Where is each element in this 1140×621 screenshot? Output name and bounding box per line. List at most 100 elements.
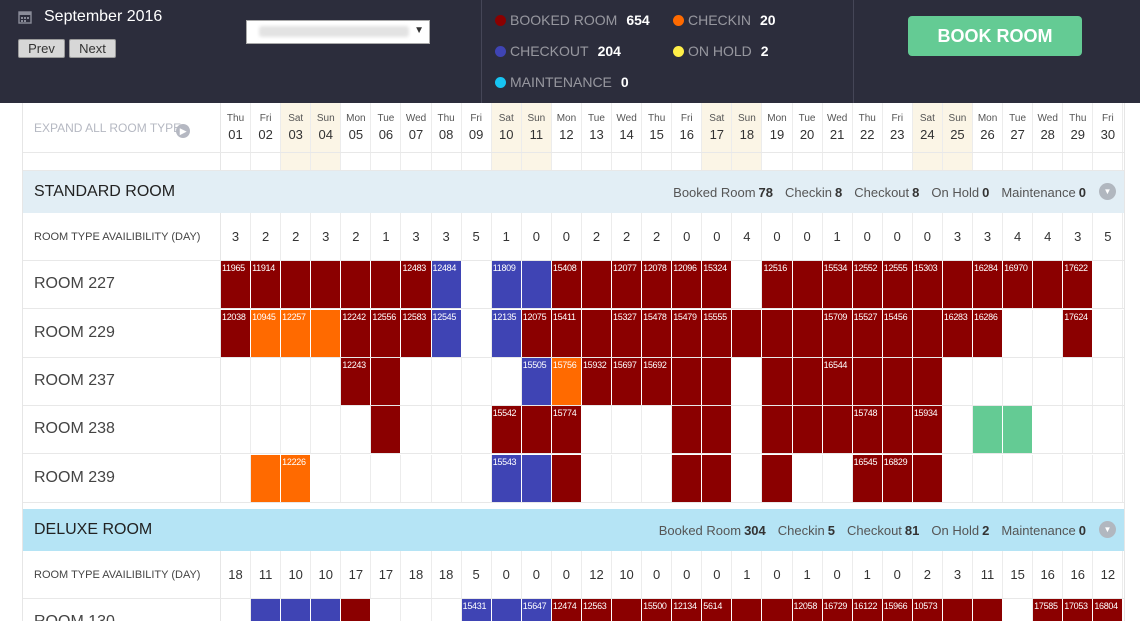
empty-day-cell[interactable] (221, 406, 252, 453)
booking-cell-booked[interactable]: 12516 (762, 261, 793, 308)
empty-day-cell[interactable] (1093, 455, 1124, 502)
booking-cell-booked[interactable] (852, 358, 883, 405)
empty-day-cell[interactable] (432, 406, 462, 453)
empty-day-cell[interactable] (1003, 310, 1034, 357)
empty-day-cell[interactable] (462, 310, 492, 357)
booking-cell-booked[interactable]: 16283 (942, 310, 973, 357)
booking-cell-booked[interactable] (581, 261, 613, 308)
booking-cell-booked[interactable]: 12555 (882, 261, 913, 308)
booking-cell-booked[interactable]: 15932 (581, 358, 613, 405)
booking-cell-checkout[interactable]: 12545 (431, 310, 462, 357)
booking-cell-booked[interactable]: 15692 (642, 358, 673, 405)
booking-cell-booked[interactable]: 16544 (822, 358, 853, 405)
booking-cell-booked[interactable]: 12096 (672, 261, 703, 308)
empty-day-cell[interactable] (973, 455, 1004, 502)
empty-day-cell[interactable] (462, 455, 492, 502)
empty-day-cell[interactable] (1063, 406, 1094, 453)
booking-cell-booked[interactable] (942, 261, 973, 308)
empty-day-cell[interactable] (432, 599, 462, 621)
empty-day-cell[interactable] (732, 455, 763, 502)
booking-cell-booked[interactable] (912, 310, 943, 357)
booking-cell-booked[interactable] (882, 358, 913, 405)
empty-day-cell[interactable] (612, 455, 643, 502)
booking-cell-checkout[interactable] (521, 261, 552, 308)
booking-cell-booked[interactable] (762, 406, 793, 453)
empty-day-cell[interactable] (612, 406, 643, 453)
booking-cell-booked[interactable] (702, 358, 733, 405)
booking-cell-booked[interactable]: 11914 (251, 261, 282, 308)
booking-cell-booked[interactable]: 16970 (1003, 261, 1034, 308)
empty-day-cell[interactable] (1033, 310, 1064, 357)
empty-day-cell[interactable] (732, 406, 763, 453)
booking-cell-booked[interactable]: 16286 (973, 310, 1004, 357)
empty-day-cell[interactable] (281, 358, 312, 405)
booking-cell-booked[interactable]: 15697 (612, 358, 643, 405)
empty-day-cell[interactable] (341, 455, 372, 502)
booking-cell-checkout[interactable] (311, 599, 342, 621)
booking-cell-booked[interactable] (371, 358, 402, 405)
booking-cell-booked[interactable]: 16284 (973, 261, 1004, 308)
empty-day-cell[interactable] (1033, 406, 1064, 453)
empty-day-cell[interactable] (311, 406, 342, 453)
empty-day-cell[interactable] (1003, 599, 1034, 621)
empty-day-cell[interactable] (401, 406, 432, 453)
room-name[interactable]: ROOM 239 (34, 469, 115, 486)
booking-cell-booked[interactable]: 15478 (642, 310, 673, 357)
booking-cell-booked[interactable]: 17053 (1063, 599, 1094, 621)
booking-cell-booked[interactable]: 12552 (852, 261, 883, 308)
room-name[interactable]: ROOM 237 (34, 372, 115, 389)
empty-day-cell[interactable] (462, 261, 492, 308)
booking-cell-booked[interactable] (672, 455, 703, 502)
booking-cell-booked[interactable] (551, 455, 582, 502)
booking-cell-booked[interactable] (732, 599, 763, 621)
booking-cell-booked[interactable] (762, 358, 793, 405)
booking-cell-checkout[interactable]: 15647 (521, 599, 552, 621)
booking-cell-booked[interactable]: 15327 (612, 310, 643, 357)
booking-cell-booked[interactable] (792, 358, 823, 405)
empty-day-cell[interactable] (251, 406, 282, 453)
empty-day-cell[interactable] (1093, 406, 1124, 453)
booking-cell-booked[interactable]: 15966 (882, 599, 913, 621)
empty-day-cell[interactable] (732, 261, 763, 308)
next-month-button[interactable]: Next (69, 39, 116, 58)
booking-cell-booked[interactable] (912, 358, 943, 405)
booking-cell-booked[interactable]: 12078 (642, 261, 673, 308)
empty-day-cell[interactable] (1033, 358, 1064, 405)
booking-cell-booked[interactable]: 12556 (371, 310, 402, 357)
booking-cell-booked[interactable] (521, 406, 552, 453)
booking-cell-booked[interactable] (792, 310, 823, 357)
booking-cell-booked[interactable] (281, 261, 312, 308)
empty-day-cell[interactable] (1003, 455, 1034, 502)
empty-day-cell[interactable] (1093, 310, 1124, 357)
booking-cell-booked[interactable]: 17585 (1033, 599, 1064, 621)
empty-day-cell[interactable] (642, 455, 673, 502)
empty-day-cell[interactable] (462, 358, 492, 405)
booking-cell-booked[interactable]: 16829 (882, 455, 913, 502)
booking-cell-booked[interactable] (792, 261, 823, 308)
booking-cell-booked[interactable]: 15500 (642, 599, 673, 621)
booking-cell-booked[interactable]: 11965 (221, 261, 252, 308)
empty-day-cell[interactable] (311, 358, 342, 405)
booking-cell-booked[interactable]: 15527 (852, 310, 883, 357)
booking-cell-booked[interactable] (581, 310, 613, 357)
booking-cell-booked[interactable] (702, 455, 733, 502)
booking-cell-checkin[interactable]: 10945 (251, 310, 282, 357)
booking-cell-booked[interactable]: 12243 (341, 358, 372, 405)
booking-cell-booked[interactable] (612, 599, 643, 621)
booking-cell-checkout[interactable]: 15543 (491, 455, 522, 502)
booking-cell-booked[interactable]: 16122 (852, 599, 883, 621)
booking-cell-selected[interactable] (1003, 406, 1034, 453)
room-name[interactable]: ROOM 130 (34, 613, 115, 621)
empty-day-cell[interactable] (582, 455, 613, 502)
room-name[interactable]: ROOM 238 (34, 420, 115, 437)
empty-day-cell[interactable] (371, 455, 402, 502)
booking-cell-booked[interactable]: 12134 (672, 599, 703, 621)
booking-cell-checkout[interactable] (281, 599, 312, 621)
booking-cell-checkin[interactable]: 15756 (551, 358, 582, 405)
booking-cell-booked[interactable] (792, 406, 823, 453)
empty-day-cell[interactable] (1063, 358, 1094, 405)
empty-day-cell[interactable] (1093, 261, 1124, 308)
empty-day-cell[interactable] (1063, 455, 1094, 502)
empty-day-cell[interactable] (401, 599, 432, 621)
booking-cell-booked[interactable]: 10573 (912, 599, 943, 621)
